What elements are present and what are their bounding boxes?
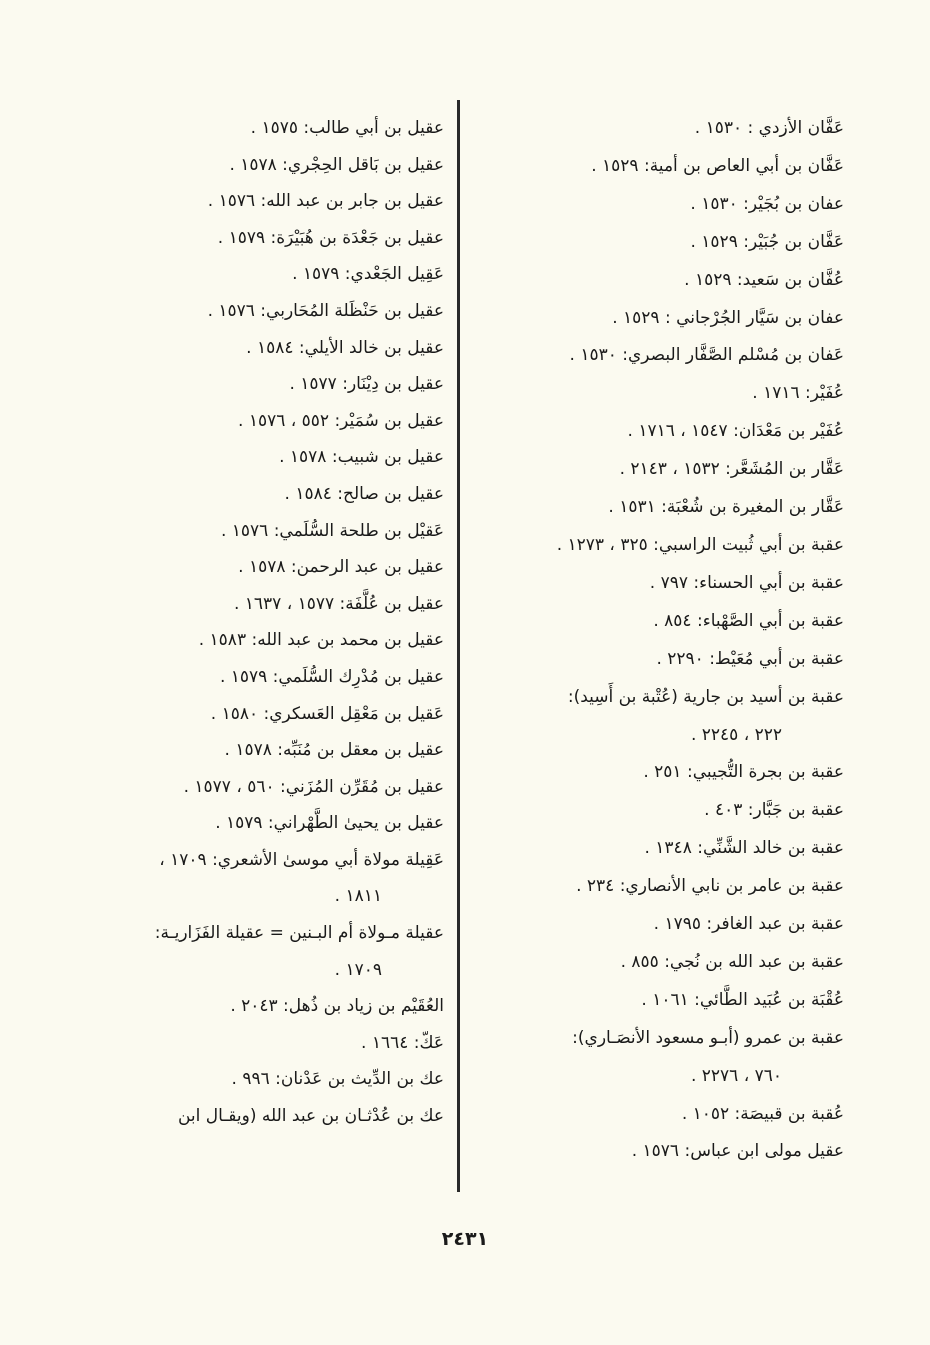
- index-entry: عقبة بن أسيد بن جارية (عُتْبة بن أَسِيد)…: [567, 686, 844, 707]
- index-entry: عقبة بن جَبَّار: ٤٠٣ .: [704, 800, 844, 821]
- index-entry: عقبة بن عبد الله بن نُجي: ٨٥٥ .: [620, 951, 844, 972]
- index-entry: عقبة بن عامر بن نابي الأنصاري: ٢٣٤ .: [576, 876, 844, 897]
- index-entry: عَقِيلة مولاة أبي موسىٰ الأشعري: ١٧٠٩ ،: [159, 849, 444, 870]
- index-entry: عَقيْل بن طلحة السُّلَمي: ١٥٧٦ .: [220, 520, 444, 541]
- index-entry: عَفان بن مُسْلم الصَّفَّار البصري: ١٥٣٠ …: [569, 345, 844, 366]
- index-entry: عقيل بن حَنْظَلة المُحَاربي: ١٥٧٦ .: [207, 300, 444, 321]
- index-entry: عقبة بن عمرو (أبـو مسعود الأنصَـاري):: [572, 1027, 844, 1048]
- index-entry: عقيل بن شبيب: ١٥٧٨ .: [279, 447, 444, 468]
- index-entry: عُفَّان بن سَعيد: ١٥٢٩ .: [684, 269, 844, 290]
- index-entry: عفان بن بُجَيْر: ١٥٣٠ .: [690, 193, 844, 214]
- index-entry: عقيل بن خالد الأيلي: ١٥٨٤ .: [246, 337, 444, 358]
- index-entry: عقيل بن مُدْرِك السُّلَمي: ١٥٧٩ .: [219, 666, 444, 687]
- index-entry: عُفَيْر: ١٧١٦ .: [752, 383, 844, 404]
- index-entry: عَقَّار بن المغيرة بن شُعْبَة: ١٥٣١ .: [608, 497, 844, 518]
- index-entry: عُقْبَة بن عُبَيد الطَّائي: ١٠٦١ .: [641, 989, 844, 1010]
- index-entry: عك بن الدِّيث بن عَدْنان: ٩٩٦ .: [231, 1069, 445, 1090]
- index-column-right: عَفَّان الأزدي : ١٥٣٠ . عَفَّان بن أبي ال…: [464, 110, 844, 1171]
- index-entry-continuation: ١٨١١ .: [334, 886, 382, 907]
- index-entry: عقبة بن بجرة التُّجيبي: ٢٥١ .: [643, 762, 844, 783]
- index-entry: عقيل بن جابر بن عبد الله: ١٥٧٦ .: [207, 191, 444, 212]
- index-entry: عَقيل بن مَعْقِل العَسكري: ١٥٨٠ .: [210, 703, 444, 724]
- index-entry: عَفَّان بن جُبَيْر: ١٥٢٩ .: [690, 231, 844, 252]
- index-entry: عقيل بن يحيىٰ الطَّهْراني: ١٥٧٩ .: [215, 813, 444, 834]
- index-entry: عُقبة بن قبيصَة: ١٠٥٢ .: [681, 1103, 844, 1124]
- index-entry: عقيل بن جَعْدَة بن هُبَيْرَة: ١٥٧٩ .: [217, 227, 444, 248]
- index-entry: عقبة بن أبي الحسناء: ٧٩٧ .: [649, 572, 844, 593]
- index-entry: عَقَّار بن المُشَعَّر: ١٥٣٢ ، ٢١٤٣ .: [619, 459, 844, 480]
- index-entry: عقيل بن دِيْنَار: ١٥٧٧ .: [289, 374, 444, 395]
- index-entry: عقبة بن أبي مُعَيْط: ٢٢٩٠ .: [656, 648, 844, 669]
- index-entry: عك بن عُدْثـان بن عبد الله (ويقـال ابن: [177, 1106, 444, 1127]
- index-entry: عقيل بن سُمَيْر: ٥٥٢ ، ١٥٧٦ .: [238, 410, 444, 431]
- index-entry: عَفَّان الأزدي : ١٥٣٠ .: [694, 118, 844, 138]
- index-entry: عقيل بن صالح: ١٥٨٤ .: [284, 483, 444, 504]
- index-entry-continuation: ٧٦٠ ، ٢٢٧٦ .: [690, 1065, 782, 1086]
- index-entry-continuation: ٢٢٢ ، ٢٢٤٥ .: [690, 724, 782, 745]
- index-entry: العُقَيْم بن زياد بن ذُهل: ٢٠٤٣ .: [230, 996, 444, 1017]
- index-entry: عفان بن سَيَّار الجُرْجاني : ١٥٢٩ .: [612, 307, 844, 328]
- index-entry: عقبة بن عبد الغافر: ١٧٩٥ .: [653, 914, 844, 935]
- index-entry: عَكّ: ١٦٦٤ .: [361, 1032, 444, 1053]
- index-entry: عقيل بن بَاقل الحِجْري: ١٥٧٨ .: [229, 154, 444, 175]
- index-entry: عقبة بن خالد الشَّنِّي: ١٣٤٨ .: [644, 838, 844, 859]
- index-entry: عَفَّان بن أبي العاص بن أمية: ١٥٢٩ .: [591, 155, 844, 176]
- index-column-left: عقيل بن أبي طالب: ١٥٧٥ . عقيل بن بَاقل ال…: [44, 110, 444, 1135]
- index-entry: عقبة بن أبي ثُبيت الراسبي: ٣٢٥ ، ١٢٧٣ .: [556, 534, 844, 555]
- index-entry: عقيل بن مُقَرِّن المُزَني: ٥٦٠ ، ١٥٧٧ .: [183, 776, 444, 797]
- index-entry: عقيل مولى ابن عباس: ١٥٧٦ .: [631, 1141, 844, 1162]
- index-entry: عقيل بن عبد الرحمن: ١٥٧٨ .: [238, 557, 444, 578]
- column-divider: [457, 100, 460, 1192]
- index-entry: عقيل بن عُلَّفَة: ١٥٧٧ ، ١٦٣٧ .: [233, 593, 444, 614]
- index-entry: عَقِيل الجَعْدي: ١٥٧٩ .: [292, 264, 444, 285]
- index-entry: عقبة بن أبي الصَّهْباء: ٨٥٤ .: [653, 610, 844, 631]
- page-number: ٢٤٣١: [441, 1228, 489, 1250]
- index-entry-continuation: ١٧٠٩ .: [334, 959, 382, 980]
- index-entry: عُفَيْر بن مَعْدَان: ١٥٤٧ ، ١٧١٦ .: [627, 421, 844, 442]
- index-entry: عقيل بن محمد بن عبد الله: ١٥٨٣ .: [198, 630, 444, 651]
- index-entry: عقيل بن معقل بن مُنَبِّه: ١٥٧٨ .: [224, 740, 444, 761]
- index-entry: عقيلة مـولاة أم البـنين = عقيلة الفَزَار…: [154, 923, 444, 944]
- index-entry: عقيل بن أبي طالب: ١٥٧٥ .: [250, 118, 444, 138]
